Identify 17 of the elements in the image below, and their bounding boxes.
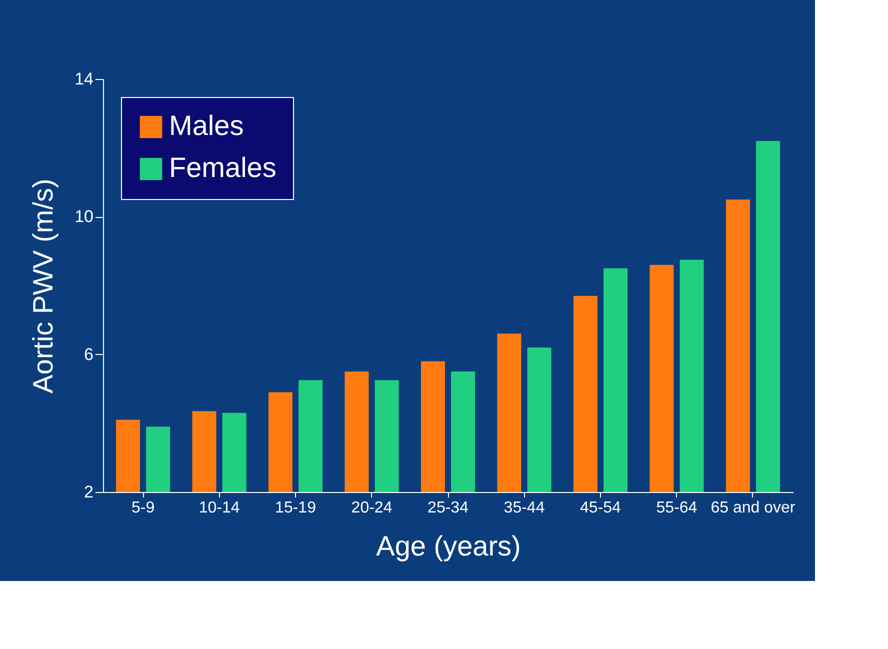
x-tick-label: 5-9 [131,500,155,516]
x-tick-label: 15-19 [275,500,316,516]
y-axis-title: Aortic PWV (m/s) [28,178,59,394]
y-tick-label: 6 [84,344,94,364]
x-tick-label: 20-24 [351,500,392,516]
y-tick-label: 14 [74,70,94,88]
x-axis-title: Age (years) [376,530,521,562]
x-tick-label: 55-64 [656,500,698,516]
y-tick-label: 2 [84,482,94,502]
y-tick-label: 10 [74,207,94,226]
x-tick-label: 65 and over [710,500,796,516]
x-tick-label: 35-44 [504,500,545,516]
x-tick-label: 25-34 [428,500,469,516]
legend-label: Males [169,110,244,141]
x-tick-label: 10-14 [198,500,240,516]
x-tick-label: 45-54 [580,500,622,516]
legend-label: Females [169,152,276,183]
